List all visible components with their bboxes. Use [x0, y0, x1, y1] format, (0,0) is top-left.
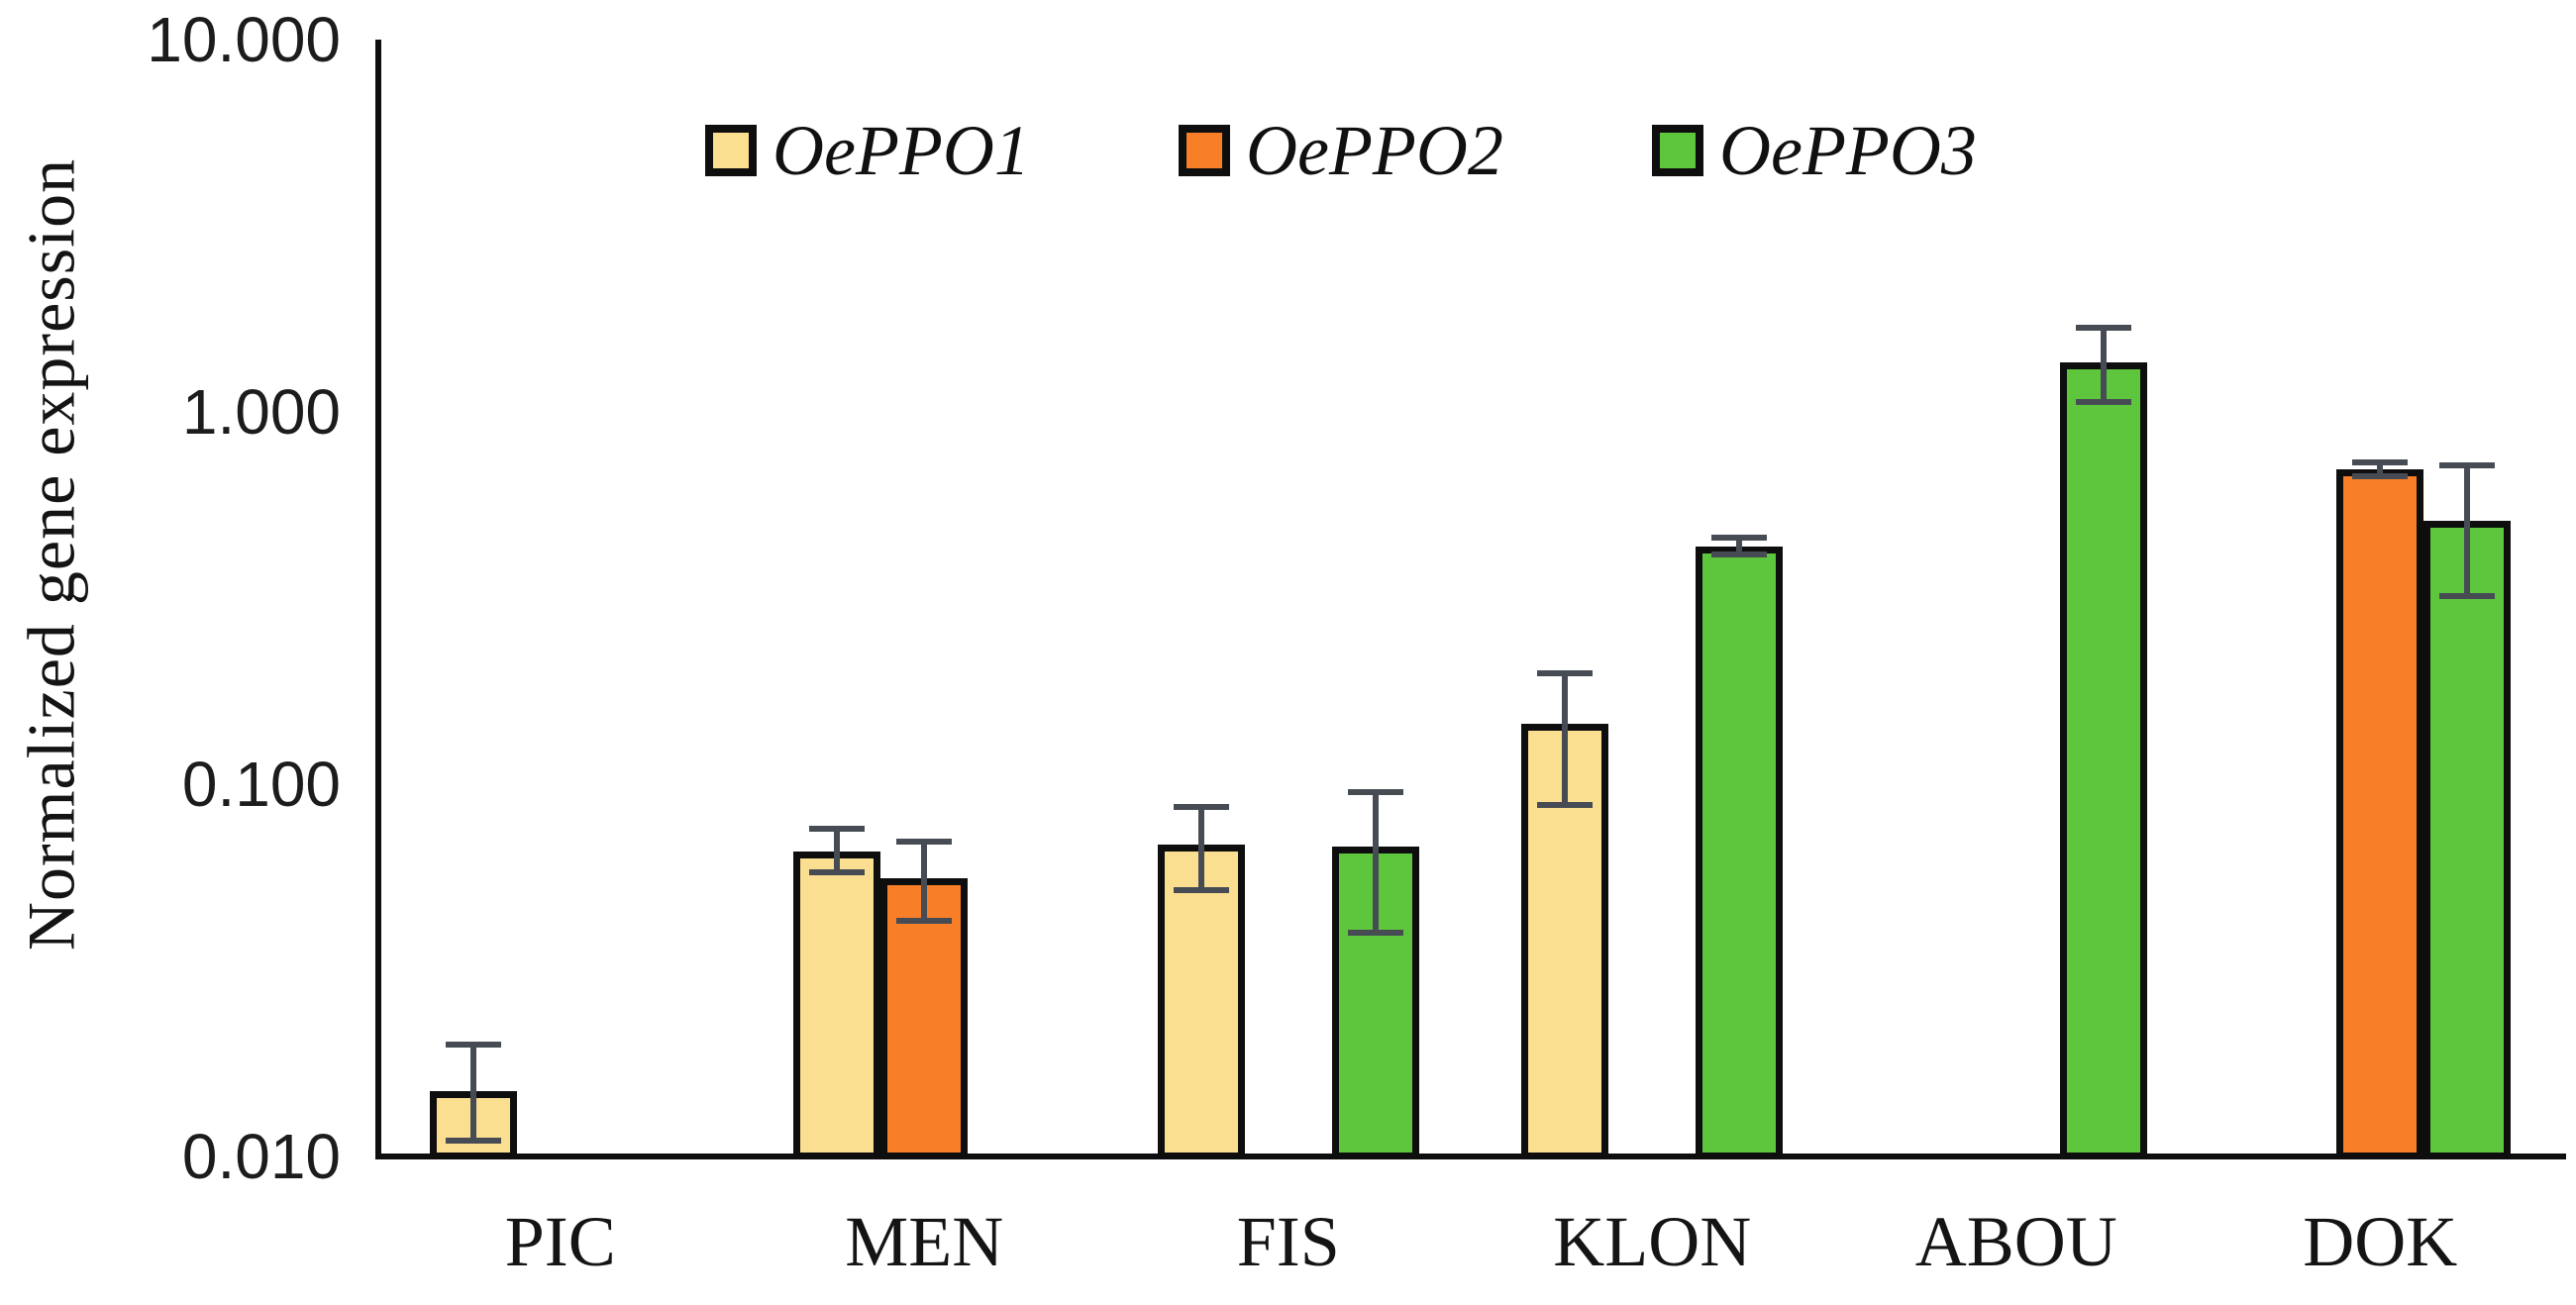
- error-cap-low-OePPO3-KLON: [1711, 551, 1768, 557]
- bar-OePPO1-MEN: [793, 851, 881, 1159]
- error-cap-low-OePPO3-ABOU: [2075, 399, 2131, 406]
- error-cap-low-OePPO1-KLON: [1537, 801, 1594, 808]
- legend-label: OePPO2: [1246, 111, 1503, 190]
- error-bar-OePPO1-PIC: [469, 1044, 476, 1142]
- bar-OePPO3-ABOU: [2059, 361, 2147, 1159]
- error-bar-OePPO1-KLON: [1562, 672, 1569, 805]
- error-cap-high-OePPO3-FIS: [1347, 789, 1403, 796]
- y-axis-line: [375, 40, 381, 1159]
- y-tick-label: 0.010: [181, 1121, 341, 1192]
- error-cap-low-OePPO3-FIS: [1347, 929, 1403, 936]
- error-bar-OePPO3-KLON: [1736, 537, 1743, 554]
- legend-label: OePPO1: [773, 111, 1030, 190]
- category-label-DOK: DOK: [2303, 1202, 2458, 1281]
- error-bar-OePPO2-MEN: [921, 842, 928, 921]
- error-bar-OePPO3-ABOU: [2100, 328, 2107, 403]
- error-bar-OePPO3-DOK: [2464, 464, 2471, 597]
- error-cap-high-OePPO2-DOK: [2352, 459, 2409, 466]
- error-cap-high-OePPO3-ABOU: [2075, 325, 2131, 332]
- legend-item-OePPO3: OePPO3: [1652, 111, 1977, 190]
- category-label-FIS: FIS: [1236, 1202, 1340, 1281]
- error-cap-high-OePPO1-FIS: [1173, 803, 1229, 810]
- bar-OePPO3-DOK: [2423, 520, 2512, 1159]
- error-cap-low-OePPO2-MEN: [896, 917, 953, 924]
- error-cap-high-OePPO3-KLON: [1711, 534, 1768, 541]
- error-cap-low-OePPO2-DOK: [2352, 473, 2409, 480]
- legend-swatch-icon: [1652, 125, 1703, 176]
- error-cap-low-OePPO1-FIS: [1173, 886, 1229, 893]
- error-bar-OePPO1-FIS: [1197, 806, 1204, 890]
- error-cap-high-OePPO1-PIC: [445, 1041, 501, 1048]
- category-label-PIC: PIC: [504, 1202, 616, 1281]
- legend-label: OePPO3: [1719, 111, 1977, 190]
- legend-swatch-icon: [1179, 125, 1230, 176]
- bar-OePPO3-KLON: [1696, 546, 1784, 1159]
- y-axis-title: Normalized gene expression: [13, 157, 89, 952]
- error-cap-high-OePPO1-KLON: [1537, 669, 1594, 676]
- error-cap-low-OePPO1-PIC: [445, 1138, 501, 1145]
- category-label-MEN: MEN: [845, 1202, 1004, 1281]
- legend-item-OePPO2: OePPO2: [1179, 111, 1503, 190]
- error-cap-high-OePPO1-MEN: [809, 825, 866, 832]
- legend-item-OePPO1: OePPO1: [705, 111, 1030, 190]
- x-axis-line: [375, 1154, 2566, 1159]
- bar-OePPO2-MEN: [880, 877, 969, 1159]
- category-label-KLON: KLON: [1553, 1202, 1752, 1281]
- category-label-ABOU: ABOU: [1914, 1202, 2117, 1281]
- error-cap-low-OePPO1-MEN: [809, 868, 866, 875]
- y-tick-label: 0.100: [181, 749, 341, 820]
- legend-swatch-icon: [705, 125, 757, 176]
- error-bar-OePPO3-FIS: [1372, 792, 1379, 933]
- y-tick-label: 10.000: [147, 4, 341, 75]
- error-bar-OePPO1-MEN: [834, 828, 841, 872]
- bar-OePPO2-DOK: [2336, 469, 2424, 1159]
- error-bar-OePPO2-DOK: [2377, 462, 2384, 477]
- error-cap-high-OePPO3-DOK: [2439, 461, 2496, 468]
- error-cap-high-OePPO2-MEN: [896, 839, 953, 846]
- y-tick-label: 1.000: [181, 376, 341, 448]
- error-cap-low-OePPO3-DOK: [2439, 593, 2496, 600]
